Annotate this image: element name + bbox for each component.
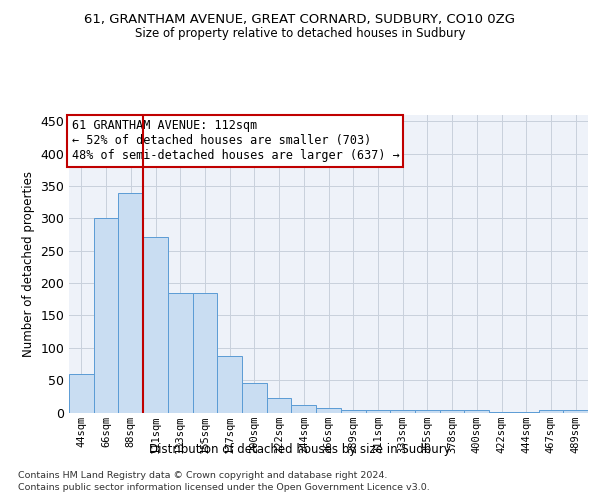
Bar [539,410,563,412]
Bar [464,410,489,412]
Bar [242,384,267,412]
Bar [390,410,415,412]
Bar [168,293,193,412]
Text: 61, GRANTHAM AVENUE, GREAT CORNARD, SUDBURY, CO10 0ZG: 61, GRANTHAM AVENUE, GREAT CORNARD, SUDB… [85,12,515,26]
Bar [415,410,440,412]
Bar [94,218,118,412]
Bar [341,410,365,412]
Bar [440,410,464,412]
Y-axis label: Number of detached properties: Number of detached properties [22,171,35,357]
Bar [118,192,143,412]
Bar [292,404,316,412]
Text: Contains public sector information licensed under the Open Government Licence v3: Contains public sector information licen… [18,484,430,492]
Text: 61 GRANTHAM AVENUE: 112sqm
← 52% of detached houses are smaller (703)
48% of sem: 61 GRANTHAM AVENUE: 112sqm ← 52% of deta… [71,120,400,162]
Bar [563,410,588,412]
Text: Distribution of detached houses by size in Sudbury: Distribution of detached houses by size … [149,442,451,456]
Bar [217,356,242,412]
Bar [143,236,168,412]
Text: Size of property relative to detached houses in Sudbury: Size of property relative to detached ho… [135,28,465,40]
Bar [365,410,390,412]
Bar [316,408,341,412]
Bar [69,374,94,412]
Bar [193,293,217,412]
Text: Contains HM Land Registry data © Crown copyright and database right 2024.: Contains HM Land Registry data © Crown c… [18,471,388,480]
Bar [267,398,292,412]
